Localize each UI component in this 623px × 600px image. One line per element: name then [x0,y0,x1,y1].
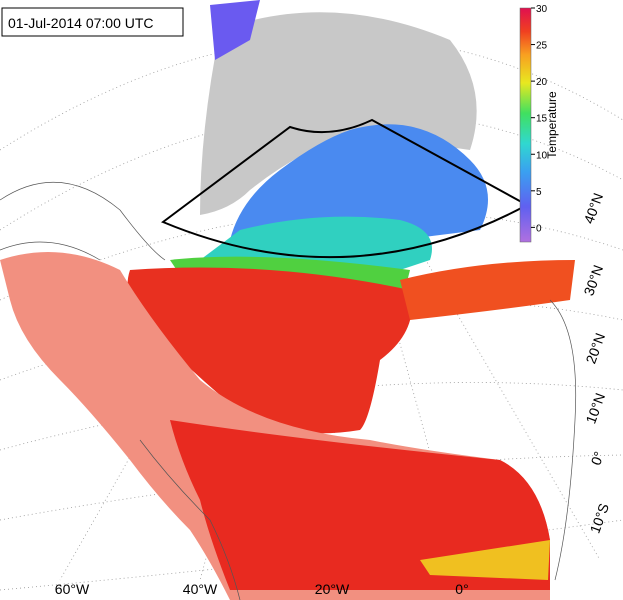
colorbar-tick-label: 15 [536,114,548,125]
colorbar-tick-label: 30 [536,4,548,15]
sea-surface-temperature [0,0,575,600]
colorbar-tick-label: 10 [536,150,548,161]
latitude-label: 40°N [580,191,606,226]
timestamp-frame [1,7,184,37]
latitude-label: 0° [587,449,607,467]
longitude-label: 20°W [315,581,350,597]
timestamp: 01-Jul-2014 07:00 UTC [8,15,154,31]
colorbar-label: Temperature [545,91,559,159]
colorbar-tick-label: 0 [536,223,542,234]
latitude-label: 10°S [587,501,612,535]
latitude-label: 10°N [582,391,608,426]
longitude-label: 40°W [183,581,218,597]
colorbar-tick-label: 25 [536,41,548,52]
region-outline [160,118,530,259]
longitude-label: 0° [455,581,468,597]
colorbar-tick-label: 20 [536,77,548,88]
coastlines [0,181,577,600]
colorbar [519,7,532,243]
latitude-label: 20°N [582,331,608,366]
colorbar-tick-label: 5 [536,187,542,198]
longitude-label: 60°W [55,581,90,597]
latitude-label: 30°N [580,263,606,298]
timestamp-box: 01-Jul-2014 07:00 UTC [1,7,184,37]
